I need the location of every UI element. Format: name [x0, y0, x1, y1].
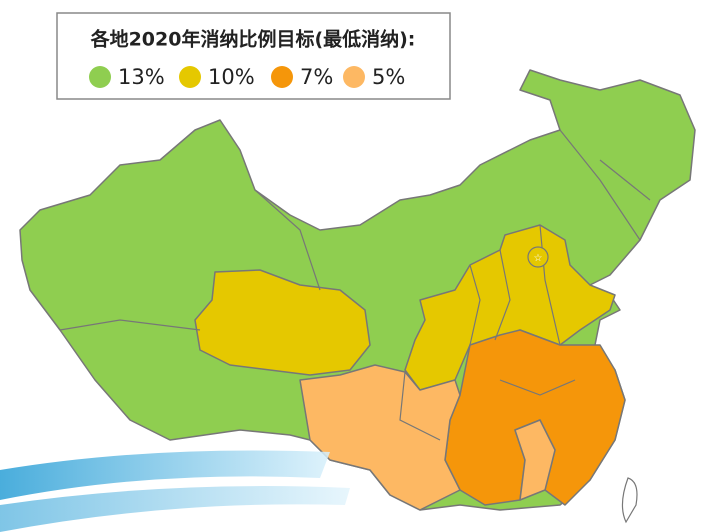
legend-title: 各地2020年消纳比例目标(最低消纳):: [90, 28, 416, 51]
province-border: [59, 129, 651, 441]
legend-label: 5%: [372, 65, 405, 89]
region-5: [514, 419, 556, 501]
legend-label: 7%: [300, 65, 333, 89]
decor-swoosh: [0, 486, 350, 532]
legend-box: [56, 12, 451, 100]
beijing: [527, 246, 549, 268]
legend-swatch: [271, 66, 293, 88]
legend-label: 10%: [208, 65, 255, 89]
legend-swatch: [179, 66, 201, 88]
legend: 各地2020年消纳比例目标(最低消纳): 13% 10% 7% 5%: [56, 12, 451, 100]
legend-items: 13% 10% 7% 5%: [89, 65, 405, 89]
legend-swatch: [89, 66, 111, 88]
taiwan: [621, 477, 638, 524]
decor-swoosh: [0, 450, 330, 500]
legend-label: 13%: [118, 65, 165, 89]
region-10: [194, 269, 371, 376]
capital-star: ☆: [534, 253, 543, 264]
regions: ☆: [19, 69, 696, 524]
legend-swatch: [343, 66, 365, 88]
